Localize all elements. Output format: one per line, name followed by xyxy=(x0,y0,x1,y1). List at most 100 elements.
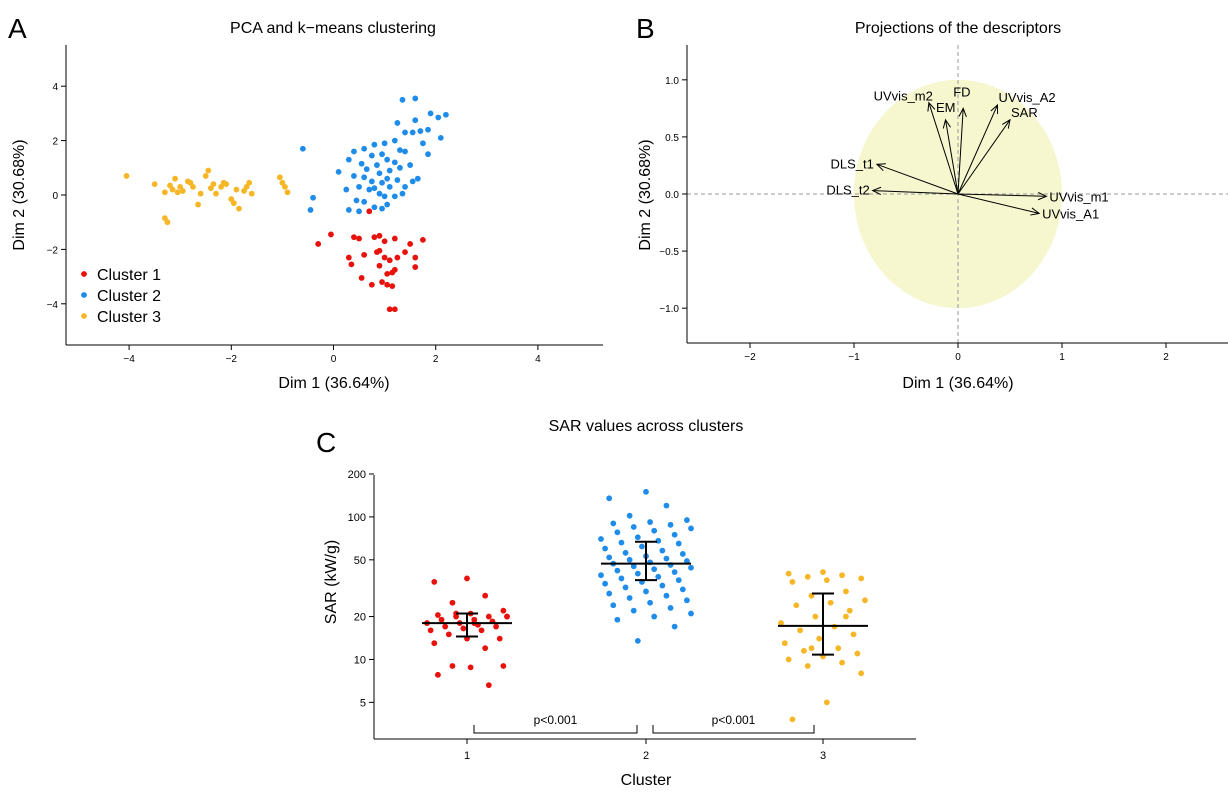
panel-c-letter: C xyxy=(316,427,336,458)
panel-b-title: Projections of the descriptors xyxy=(855,20,1061,37)
point-cluster-1 xyxy=(460,625,467,632)
x-tick-label: 0 xyxy=(955,352,961,363)
comparison-p-value: p<0.001 xyxy=(534,713,578,727)
point-cluster-2 xyxy=(412,117,419,124)
point-cluster-2 xyxy=(667,604,674,611)
point-cluster-1 xyxy=(482,592,489,599)
y-tick-label: 5 xyxy=(360,697,366,709)
panel-c-title: SAR values across clusters xyxy=(549,418,744,435)
point-cluster-2 xyxy=(356,208,362,215)
arrowhead xyxy=(958,107,967,117)
point-cluster-3 xyxy=(793,602,800,609)
point-cluster-3 xyxy=(236,205,242,212)
point-cluster-2 xyxy=(659,582,666,589)
point-cluster-3 xyxy=(858,670,865,677)
point-cluster-2 xyxy=(391,137,398,144)
point-cluster-1 xyxy=(445,631,452,638)
point-cluster-2 xyxy=(351,173,357,179)
point-cluster-3 xyxy=(195,201,201,208)
point-cluster-1 xyxy=(431,640,438,647)
x-tick-label: 2 xyxy=(433,354,439,365)
point-cluster-2 xyxy=(639,543,645,550)
point-cluster-2 xyxy=(414,175,421,182)
vector-label: DLS_t2 xyxy=(826,183,869,198)
point-cluster-1 xyxy=(464,575,470,582)
point-cluster-1 xyxy=(435,612,441,618)
point-cluster-2 xyxy=(368,178,375,185)
y-tick-label: −2 xyxy=(47,245,59,256)
point-cluster-1 xyxy=(361,251,368,258)
x-tick-label: 1 xyxy=(464,750,470,762)
point-cluster-2 xyxy=(381,193,388,200)
point-cluster-3 xyxy=(213,190,219,197)
arrowhead xyxy=(1002,118,1011,129)
point-cluster-3 xyxy=(187,179,194,186)
point-cluster-2 xyxy=(618,575,625,582)
point-cluster-2 xyxy=(379,179,385,186)
x-tick-label: −1 xyxy=(848,352,860,363)
panel-a-title: PCA and k−means clustering xyxy=(230,20,436,37)
point-cluster-1 xyxy=(394,254,401,261)
point-cluster-2 xyxy=(634,637,641,644)
point-cluster-2 xyxy=(647,519,653,525)
arrowhead xyxy=(1030,207,1041,216)
point-cluster-1 xyxy=(391,235,398,242)
point-cluster-2 xyxy=(663,555,670,562)
point-cluster-2 xyxy=(402,129,408,136)
comparison-p-value: p<0.001 xyxy=(712,713,756,727)
x-tick-label: −2 xyxy=(744,352,756,363)
point-cluster-1 xyxy=(386,306,393,313)
point-cluster-3 xyxy=(789,716,796,723)
y-tick-label: −0.5 xyxy=(659,247,679,258)
point-cluster-2 xyxy=(684,558,690,564)
point-cluster-3 xyxy=(804,663,811,669)
vector-label: DLS_t1 xyxy=(831,156,874,171)
point-cluster-2 xyxy=(386,167,393,174)
point-cluster-2 xyxy=(671,569,678,576)
point-cluster-3 xyxy=(781,640,788,647)
point-cluster-2 xyxy=(651,527,658,534)
point-cluster-1 xyxy=(482,645,489,652)
point-cluster-2 xyxy=(371,141,378,148)
point-cluster-2 xyxy=(618,539,625,546)
point-cluster-3 xyxy=(205,167,212,174)
vector-label: EM xyxy=(936,100,956,115)
x-tick-label: −4 xyxy=(123,354,135,365)
point-cluster-3 xyxy=(839,572,845,579)
point-cluster-1 xyxy=(345,254,352,261)
legend-marker xyxy=(81,271,87,277)
point-cluster-3 xyxy=(843,613,849,620)
y-tick-label: 2 xyxy=(52,137,58,148)
point-cluster-3 xyxy=(151,181,158,188)
point-cluster-2 xyxy=(614,529,621,536)
point-cluster-2 xyxy=(622,549,629,556)
point-cluster-3 xyxy=(248,190,255,197)
panel-a-letter: A xyxy=(8,13,27,44)
point-cluster-2 xyxy=(391,193,398,200)
point-cluster-1 xyxy=(315,241,322,247)
point-cluster-2 xyxy=(399,190,406,197)
vector-label: UVvis_m1 xyxy=(1049,189,1108,204)
point-cluster-2 xyxy=(371,185,378,192)
point-cluster-2 xyxy=(366,186,373,193)
point-cluster-3 xyxy=(839,659,845,666)
point-cluster-2 xyxy=(655,573,662,580)
point-cluster-2 xyxy=(684,517,690,523)
point-cluster-2 xyxy=(384,175,391,182)
vector-DLS_t2 xyxy=(872,190,959,195)
vector-label: UVvis_m2 xyxy=(874,89,933,104)
panel-c-comparison-brackets: p<0.001 p<0.001 xyxy=(473,713,815,734)
point-cluster-2 xyxy=(427,110,434,117)
point-cluster-1 xyxy=(379,279,385,285)
panel-c-sar-dotplot: C SAR values across clusters Cluster SAR… xyxy=(316,418,916,789)
point-cluster-1 xyxy=(376,262,383,269)
point-cluster-2 xyxy=(361,174,368,181)
point-cluster-2 xyxy=(610,602,617,609)
arrowhead xyxy=(990,103,999,114)
point-cluster-2 xyxy=(602,580,608,587)
point-cluster-1 xyxy=(467,664,474,671)
point-cluster-2 xyxy=(376,170,383,177)
point-cluster-2 xyxy=(659,547,666,554)
point-cluster-2 xyxy=(614,567,621,574)
